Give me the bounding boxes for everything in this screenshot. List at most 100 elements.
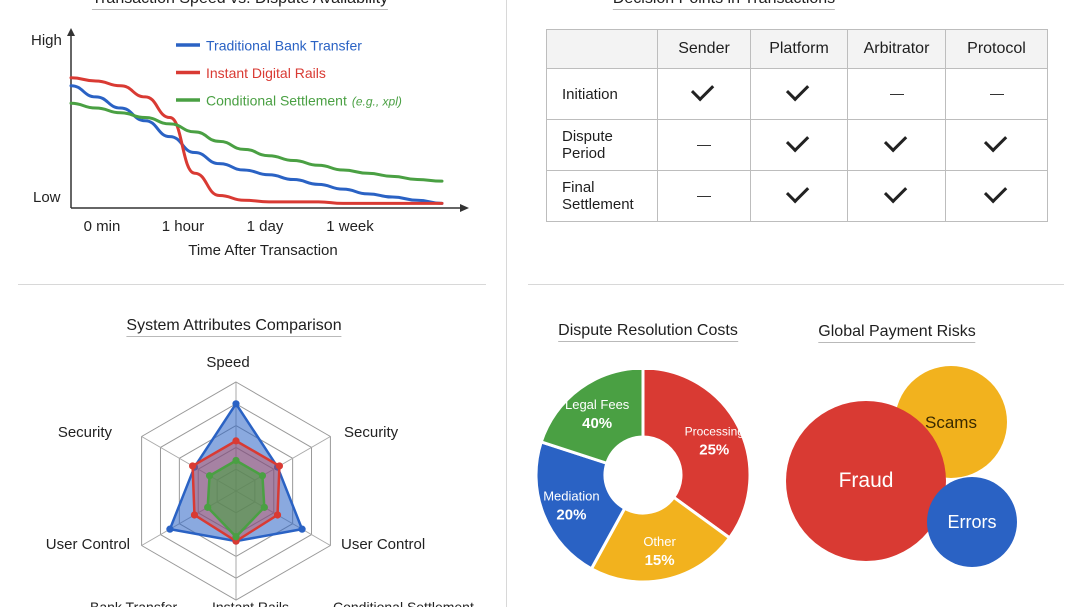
radar-point [190,511,199,519]
bubbles-group: Scams Fraud Errors [786,366,1017,567]
pie-slice-label: Other [643,534,676,549]
legend-label-conditional-settlement: Conditional Settlement (e.g., xpl) [206,93,402,109]
radar-axis-label: Security [344,424,399,441]
table-row: Initiation [546,68,1048,120]
radar-point [258,472,267,480]
radar-axis-labels: Speed Security User Control User Control Sec… [46,354,425,553]
table-cell [657,119,751,171]
radar-point [260,503,268,511]
line-chart: High Low 0 min 1 hour 1 day 1 week Time After … [31,28,469,259]
series-line-instant-digital-rails [69,76,444,205]
radar-legend-label: Bank Transfer [90,599,177,607]
radar-point [188,462,197,470]
table-cell [945,170,1048,222]
x-axis-label: Time After Transaction [188,242,338,259]
radar-legend: Bank Transfer Instant Rails Conditional Se… [90,599,474,607]
checkmark-icon [983,179,1007,203]
table-header-sender: Sender [657,29,751,69]
dash-icon [989,94,1004,96]
radar-legend-label: Conditional Settlement [333,599,474,607]
radar-series-group [166,400,306,545]
legend-label-instant-digital-rails: Instant Digital Rails [206,65,326,81]
table-header-blank [546,29,658,69]
pie-slice-value: 20% [556,506,586,523]
pie-slice-value: 25% [699,442,729,459]
bubble-fraud [786,401,946,561]
legend-note: (e.g., xpl) [352,95,402,109]
pie-slice-label: Processing [685,425,744,439]
table-header-protocol: Protocol [945,29,1048,69]
checkmark-icon [983,128,1007,152]
table-cell [847,170,946,222]
horizontal-divider-left [18,284,486,285]
dash-icon [889,94,904,96]
checkmark-icon [690,77,715,101]
checkmark-icon [785,128,810,152]
dash-icon [697,196,711,198]
x-tick-label: 1 day [247,218,284,235]
radar-point [232,437,240,445]
table-cell [657,170,751,222]
pie-slice-value: 15% [645,552,675,569]
line-chart-series-group [69,76,444,205]
radar-axis-label: User Control [341,536,425,553]
radar-point [232,533,240,541]
y-axis-arrow [67,28,75,36]
bubble-label: Fraud [839,469,894,492]
table-row: Dispute Period [546,119,1048,171]
table-title: Decision Points in Transactions [612,0,836,10]
radar-point [204,503,212,511]
table-cell [750,170,848,222]
table-cell [945,119,1048,171]
dash-icon [697,145,711,147]
series-line-conditional-settlement [69,101,444,183]
table-row: Final Settlement [546,170,1048,222]
radar-point [232,400,240,408]
table-header-arbitrator: Arbitrator [847,29,946,69]
radar-point [166,525,174,533]
table-cell [750,68,848,120]
table-cell [945,68,1048,120]
radar-axis-label: Security [58,424,113,441]
pie-slice-value: 40% [582,415,612,432]
pie-slices-group [534,370,752,584]
radar-chart-title: System Attributes Comparison [126,317,342,337]
checkmark-icon [883,179,907,203]
checkmark-icon [785,77,810,101]
radar-point [275,462,284,470]
decision-table: Sender Platform Arbitrator Protocol Init… [546,29,1048,222]
radar-point [205,472,214,480]
pie-chart: Processing 25% Other 15% Mediation 20% Legal F… [534,370,752,584]
pie-labels-group: Processing 25% Other 15% Mediation 20% Legal F… [543,397,744,569]
pie-slice-label: Mediation [543,488,599,503]
table-cell [657,68,751,120]
bubble-chart-title: Global Payment Risks [818,323,976,343]
table-row-label: Final Settlement [546,170,658,222]
y-tick-label: High [31,32,62,49]
horizontal-divider-right [528,284,1064,285]
table-cell [847,119,946,171]
pie-chart-title: Dispute Resolution Costs [558,322,738,342]
radar-axis-label: Speed [206,354,249,371]
table-row-label: Initiation [546,68,658,120]
pie-slice-other [589,495,732,584]
line-chart-title: Transaction Speed vs. Dispute Availabili… [91,0,389,10]
line-chart-legend: Traditional Bank Transfer Instant Digital… [176,38,402,109]
checkmark-icon [883,128,907,152]
table-header-platform: Platform [750,29,848,69]
radar-point [298,525,306,533]
bubble-label: Errors [948,512,997,532]
pie-slice-legal-fees [539,370,645,466]
table-header-row: Sender Platform Arbitrator Protocol [546,29,1048,69]
x-tick-label: 0 min [84,218,121,235]
radar-point [273,511,282,519]
pie-slice-mediation [534,440,627,571]
pie-slice-label: Legal Fees [565,397,630,412]
legend-label-traditional-bank-transfer: Traditional Bank Transfer [206,38,362,54]
checkmark-icon [785,179,810,203]
line-chart-axes: High Low 0 min 1 hour 1 day 1 week Time After … [31,28,469,259]
x-tick-label: 1 hour [162,218,205,235]
radar-axis-label: User Control [46,536,130,553]
radar-legend-label: Instant Rails [212,599,289,607]
table-row-label: Dispute Period [546,119,658,171]
